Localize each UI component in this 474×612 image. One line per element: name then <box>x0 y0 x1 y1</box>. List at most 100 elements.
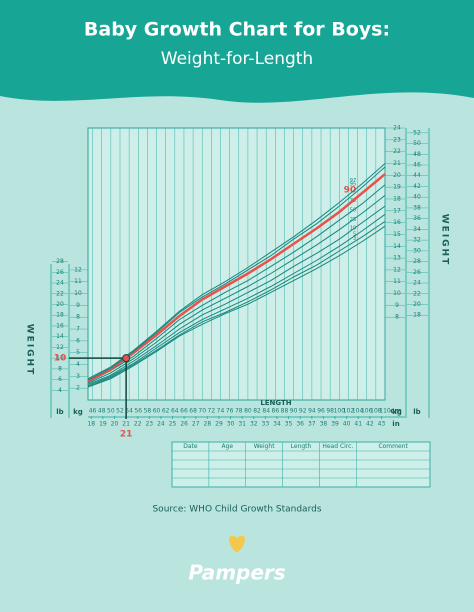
percentile-line <box>87 205 386 386</box>
x-tick-label: 66 <box>180 408 188 415</box>
y2-tick-label: 20 <box>413 301 421 308</box>
x2-tick-label: 21 <box>122 421 130 428</box>
x-tick-label: 54 <box>125 408 133 415</box>
series-label: 97 <box>350 178 356 184</box>
record-table <box>171 441 431 488</box>
y2-tick-label: 22 <box>413 290 421 297</box>
x-tick-label: 98 <box>326 408 334 415</box>
y-tick-label: 24 <box>393 125 401 132</box>
x-tick-label: 62 <box>162 408 170 415</box>
y-tick-label: 11 <box>393 278 401 285</box>
series-label: 3 <box>353 236 356 242</box>
x-tick-label: 60 <box>153 408 161 415</box>
series-label: 5 <box>353 231 356 237</box>
x-tick-label: 106 <box>361 408 373 415</box>
y-axis-label: WEIGHT <box>25 324 35 376</box>
y-tick-label: 10 <box>74 290 82 297</box>
y2-tick-label: 24 <box>413 280 421 287</box>
y2-tick-label: 16 <box>56 322 64 329</box>
y-tick-label: 11 <box>74 278 82 285</box>
table-header: Comment <box>378 443 408 450</box>
y-tick-label: 8 <box>395 314 399 321</box>
x-tick-label: 82 <box>253 408 261 415</box>
percentile-line <box>87 225 386 388</box>
x2-tick-label: 30 <box>227 421 235 428</box>
y2-tick-label: 24 <box>56 280 64 287</box>
x2-tick-label: 37 <box>308 421 316 428</box>
y2-tick-label: 52 <box>413 129 421 136</box>
percentile-line <box>87 213 386 387</box>
x2-tick-label: 34 <box>273 421 281 428</box>
y-tick-label: 20 <box>393 172 401 179</box>
y-tick-label: 12 <box>393 266 401 273</box>
percentile-line <box>87 195 386 384</box>
y-tick-label: 5 <box>76 349 80 356</box>
y-tick-label: 19 <box>393 184 401 191</box>
y2-tick-label: 28 <box>413 258 421 265</box>
table-header: Length <box>291 443 312 450</box>
logo-heart <box>229 535 245 553</box>
y-tick-label: 23 <box>393 136 401 143</box>
x2-tick-label: 28 <box>204 421 212 428</box>
y2-tick-label: 20 <box>56 301 64 308</box>
y2-tick-label: 12 <box>56 344 64 351</box>
percentile-line <box>87 184 386 383</box>
x-axis-label: LENGTH <box>260 399 291 407</box>
x-tick-label: 46 <box>89 408 97 415</box>
x-tick-label: 94 <box>308 408 316 415</box>
y-tick-label: 9 <box>395 302 399 309</box>
y2-tick-label: 48 <box>413 151 421 158</box>
marker-point <box>122 354 131 363</box>
x-tick-label: 56 <box>134 408 142 415</box>
x-tick-label: 110 <box>379 408 391 415</box>
x2-tick-label: 26 <box>180 421 188 428</box>
x2-tick-label: 32 <box>250 421 258 428</box>
percentile-line <box>87 173 386 383</box>
y2-tick-label: 26 <box>413 269 421 276</box>
x-tick-label: 50 <box>107 408 115 415</box>
x-tick-label: 90 <box>290 408 298 415</box>
x2-tick-label: 23 <box>145 421 153 428</box>
x-tick-label: 48 <box>98 408 106 415</box>
y-tick-label: 3 <box>76 373 80 380</box>
y-tick-label: 12 <box>74 266 82 273</box>
y-tick-label: 6 <box>76 337 80 344</box>
table-header: Head Circ. <box>322 443 353 450</box>
header-band <box>0 0 474 103</box>
x-tick-label: 80 <box>244 408 252 415</box>
y-axis-label: WEIGHT <box>440 214 450 266</box>
table-header: Age <box>221 443 233 450</box>
x2-tick-label: 29 <box>215 421 223 428</box>
y-tick-label: 21 <box>393 160 401 167</box>
subtitle: Weight-for-Length <box>161 49 313 69</box>
x-tick-label: 78 <box>235 408 243 415</box>
y2-tick-label: 36 <box>413 215 421 222</box>
x-tick-label: 52 <box>116 408 124 415</box>
y2-tick-label: 8 <box>58 365 62 372</box>
x-tick-label: 58 <box>144 408 152 415</box>
series-label: 10 <box>350 225 356 231</box>
y-tick-label: 13 <box>393 255 401 262</box>
series-label: 90 <box>344 186 357 196</box>
x2-tick-label: 42 <box>366 421 374 428</box>
x-tick-label: 102 <box>343 408 355 415</box>
x-tick-label: 74 <box>217 408 225 415</box>
x2-unit: in <box>392 420 399 428</box>
x2-tick-label: 19 <box>99 421 107 428</box>
series-label: 95 <box>350 182 356 188</box>
y-tick-label: 2 <box>76 385 80 392</box>
x2-tick-label: 40 <box>343 421 351 428</box>
y2-tick-label: 42 <box>413 183 421 190</box>
x2-tick-label: 31 <box>238 421 246 428</box>
y2-tick-label: 34 <box>413 226 421 233</box>
x-tick-label: 88 <box>281 408 289 415</box>
x-tick-label: 108 <box>370 408 382 415</box>
x-tick-label: 72 <box>208 408 216 415</box>
y2-tick-label: 32 <box>413 237 421 244</box>
x-tick-label: 86 <box>272 408 280 415</box>
y-tick-label: 8 <box>76 314 80 321</box>
x-tick-label: 96 <box>317 408 325 415</box>
x-tick-label: 104 <box>352 408 364 415</box>
y-tick-label: 15 <box>393 231 401 238</box>
